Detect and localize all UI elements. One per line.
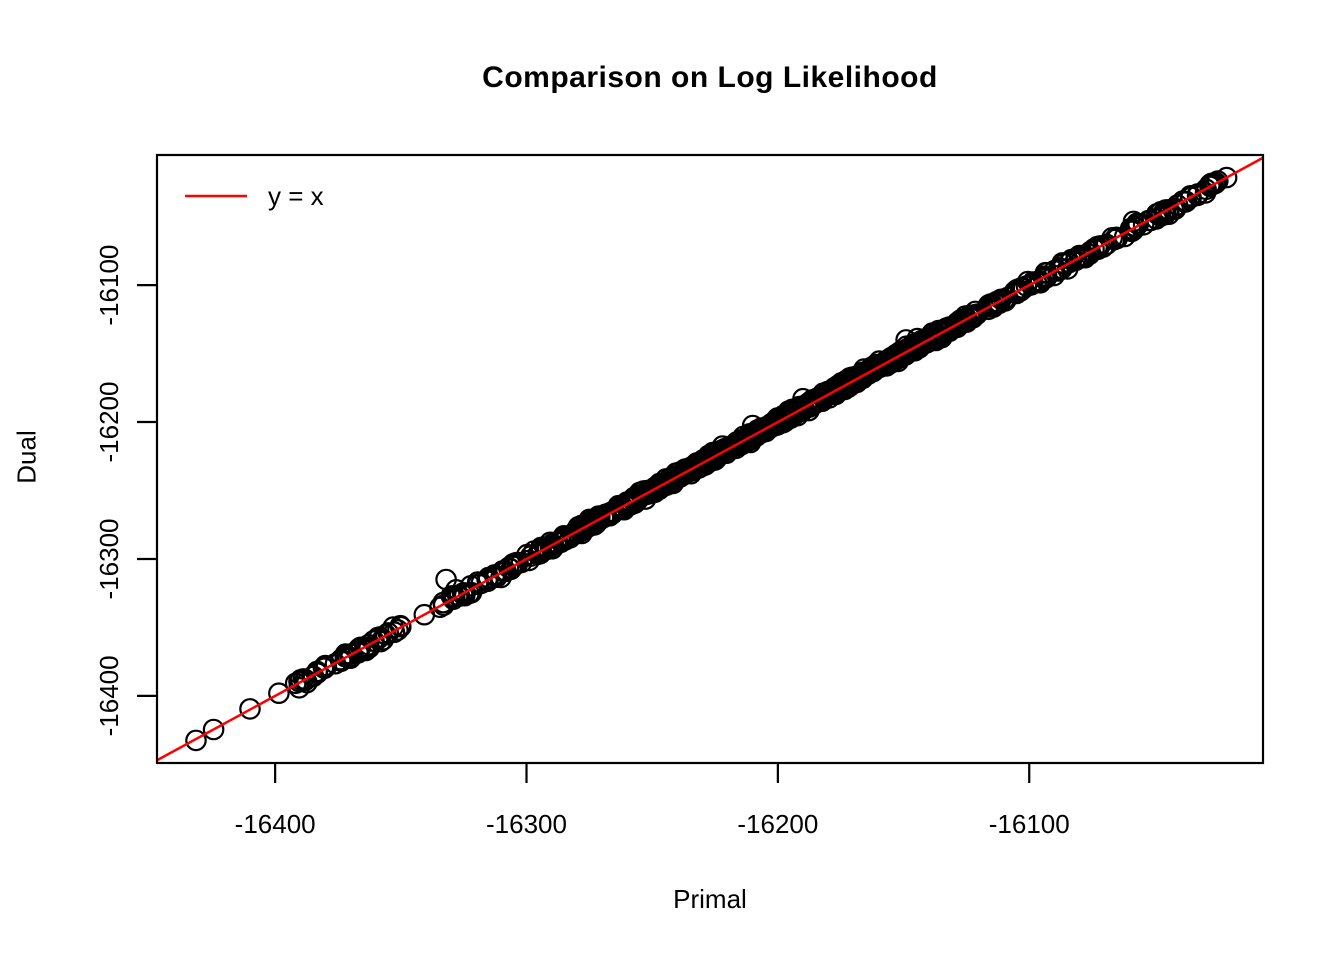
data-point xyxy=(185,729,207,752)
data-point xyxy=(956,308,979,331)
data-point xyxy=(334,645,357,668)
data-point xyxy=(738,425,761,447)
data-point xyxy=(389,614,412,637)
y-tick-label: -16400 xyxy=(94,655,124,736)
x-tick-label: -16300 xyxy=(486,809,567,839)
data-point xyxy=(503,554,525,577)
legend: y = x xyxy=(185,181,324,211)
data-point xyxy=(518,549,540,572)
data-point xyxy=(545,531,567,554)
data-point xyxy=(922,323,945,346)
data-point xyxy=(646,477,668,500)
data-point xyxy=(484,565,507,588)
legend-label: y = x xyxy=(268,181,324,211)
data-point xyxy=(459,574,482,597)
data-point xyxy=(798,396,821,418)
data-point xyxy=(443,586,466,609)
data-point xyxy=(1009,280,1032,302)
data-point xyxy=(937,316,959,339)
scatter-points-layer xyxy=(185,166,1238,752)
plot-border-box xyxy=(155,153,1265,765)
data-point xyxy=(778,405,801,428)
y-tick-label: -16200 xyxy=(94,382,124,463)
data-point xyxy=(804,388,827,411)
data-point xyxy=(268,682,290,704)
x-tick-label: -16200 xyxy=(737,809,818,839)
data-point xyxy=(964,300,987,323)
data-point xyxy=(387,619,409,641)
data-point xyxy=(1068,244,1091,267)
data-point xyxy=(358,637,380,659)
data-point xyxy=(874,350,897,373)
data-point xyxy=(507,551,529,574)
data-point xyxy=(674,458,697,480)
data-point xyxy=(686,457,709,480)
data-point xyxy=(713,441,735,464)
data-point xyxy=(935,320,957,343)
data-point xyxy=(1047,260,1070,282)
data-point xyxy=(301,665,324,688)
data-point xyxy=(1127,213,1149,236)
data-point xyxy=(306,660,328,683)
data-point xyxy=(1065,247,1088,269)
data-point xyxy=(1150,205,1172,227)
x-axis-title: Primal xyxy=(673,884,747,914)
data-point xyxy=(765,408,788,431)
data-point xyxy=(581,508,604,531)
data-point xyxy=(202,718,225,741)
data-point xyxy=(432,591,454,614)
data-point xyxy=(239,698,261,720)
data-point xyxy=(576,515,599,538)
data-point xyxy=(347,640,369,662)
data-point xyxy=(1073,245,1096,267)
data-point xyxy=(860,360,883,383)
data-point xyxy=(1137,209,1160,232)
x-tick-label: -16400 xyxy=(235,809,316,839)
chart-title: Comparison on Log Likelihood xyxy=(482,61,938,94)
y-tick-label: -16300 xyxy=(94,518,124,599)
data-point xyxy=(729,428,752,451)
y-tick-label: -16100 xyxy=(94,245,124,326)
identity-line xyxy=(156,156,1264,762)
axis-ticks-layer: -16400 -16300 -16200 -16100 -16400 -16300 -162… xyxy=(94,245,1070,839)
data-point xyxy=(599,504,621,527)
data-point xyxy=(1164,198,1187,220)
data-point xyxy=(718,435,741,458)
data-point xyxy=(1089,235,1111,257)
data-point xyxy=(329,649,352,672)
data-point xyxy=(1020,274,1042,296)
data-point xyxy=(1195,178,1217,201)
data-point xyxy=(413,603,436,626)
x-tick-label: -16100 xyxy=(989,809,1070,839)
data-point xyxy=(620,493,643,516)
